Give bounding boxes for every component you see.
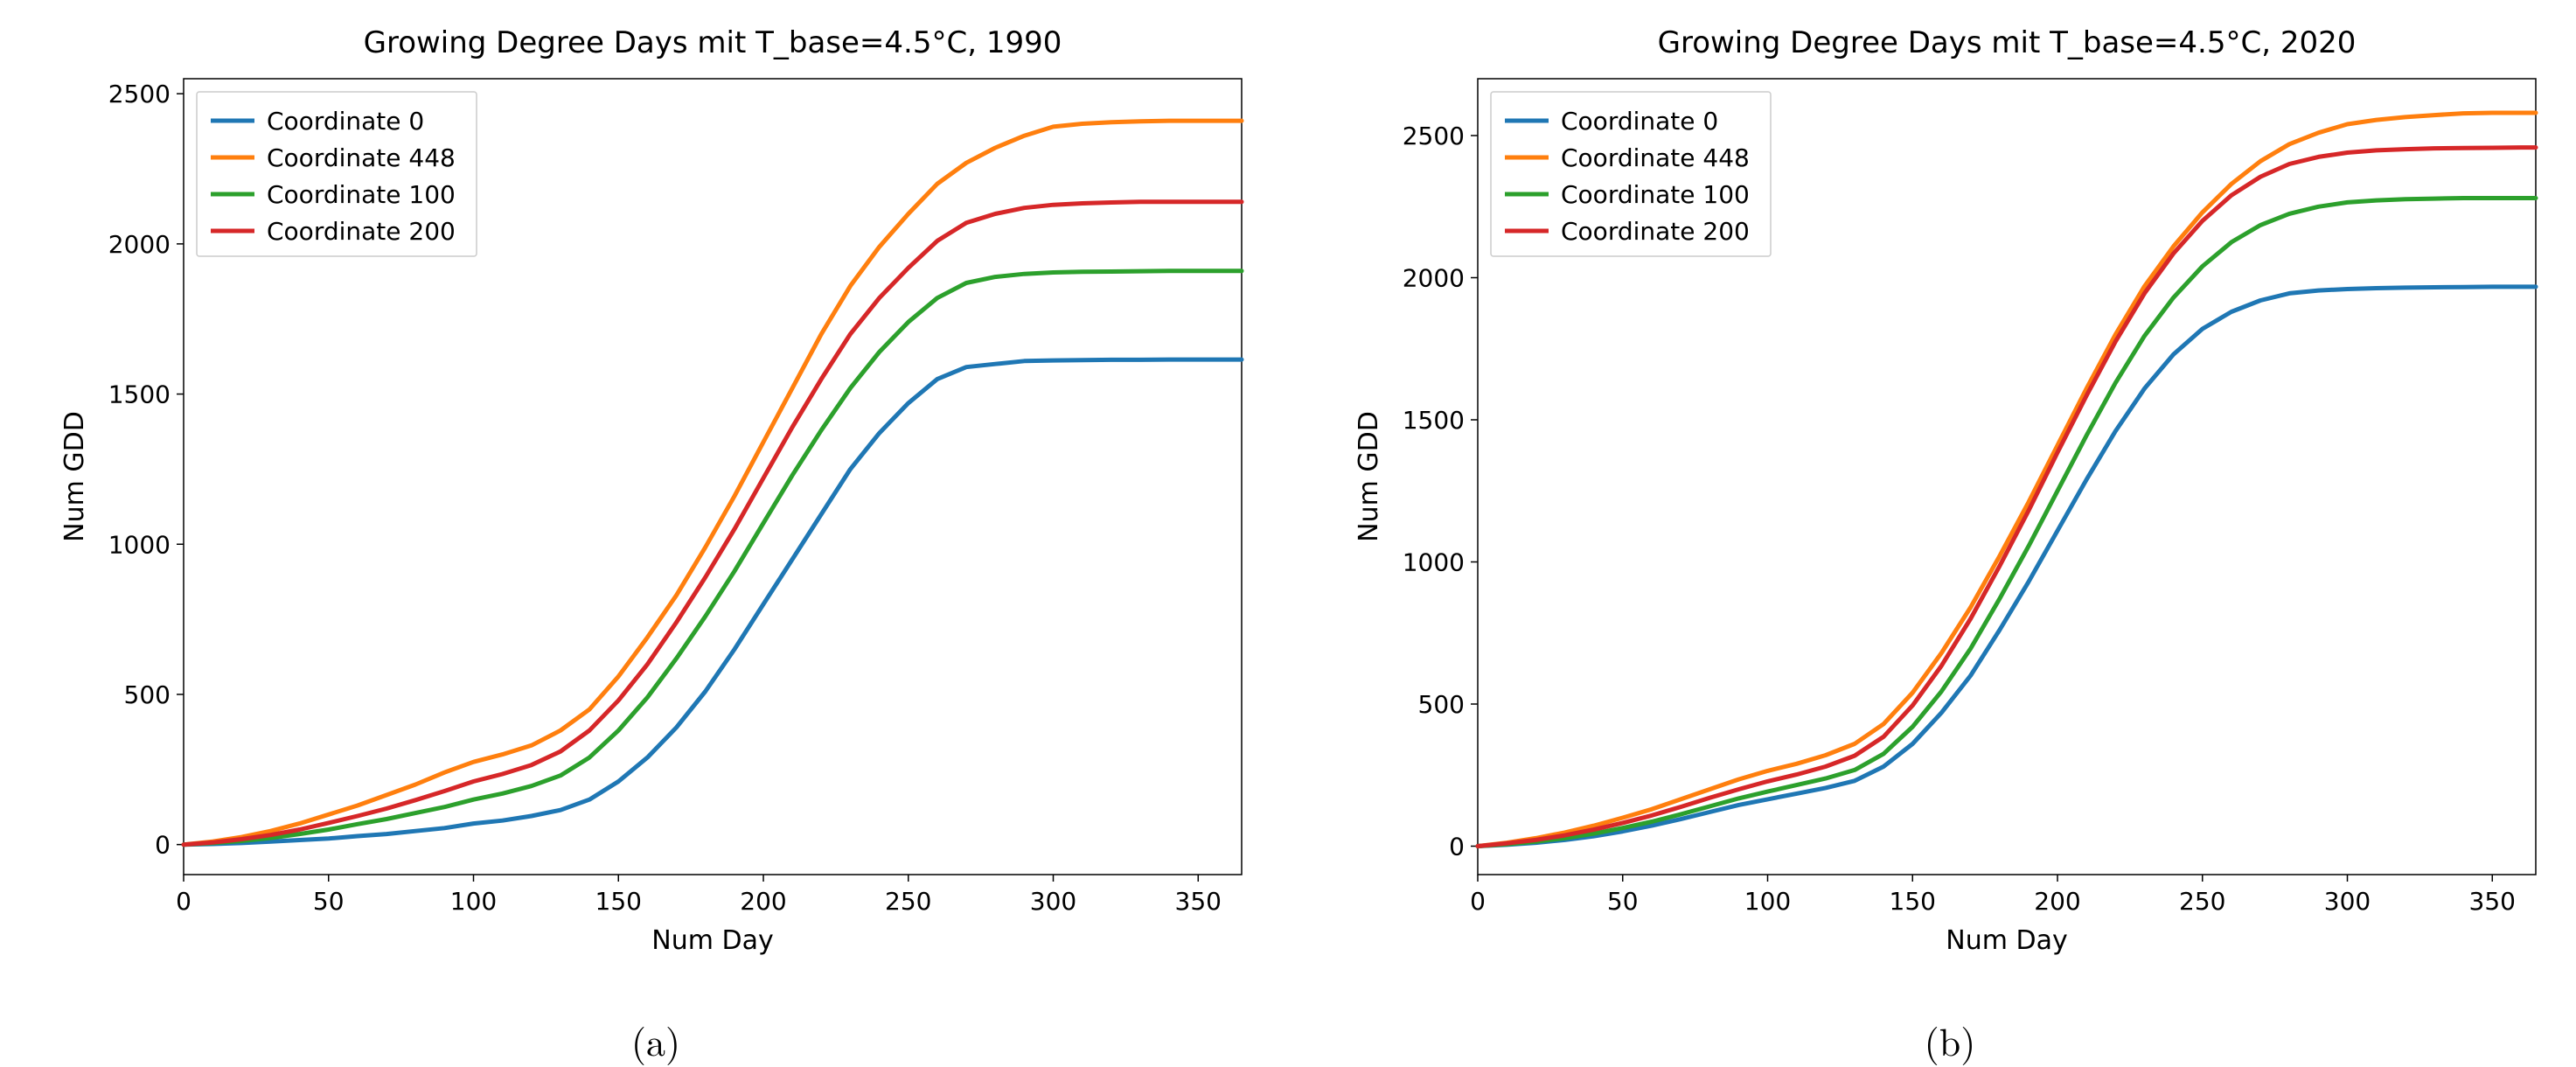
y-axis-label: Num GDD	[59, 411, 90, 542]
series-coord100	[184, 271, 1242, 845]
legend-label: Coordinate 448	[267, 143, 456, 172]
x-tick-label: 250	[885, 887, 931, 916]
x-tick-label: 350	[1175, 887, 1222, 916]
chart-svg-a: 0 50 100 150 200 250 300 350 0 500 1000 1500 2000 250…	[35, 17, 1277, 980]
chart-panel-a: 0 50 100 150 200 250 300 350 0 500 1000 1500 2000 250…	[35, 17, 1277, 980]
chart-title: Growing Degree Days mit T_base=4.5°C, 19…	[364, 25, 1062, 60]
x-tick-label: 0	[1470, 887, 1486, 916]
legend-label: Coordinate 200	[1561, 217, 1750, 246]
legend-label: Coordinate 0	[1561, 107, 1718, 136]
y-tick-label: 1500	[1403, 406, 1465, 435]
x-axis-label: Num Day	[1946, 925, 2067, 956]
legend-label: Coordinate 0	[267, 107, 424, 136]
y-tick-label: 0	[1449, 833, 1465, 861]
chart-title: Growing Degree Days mit T_base=4.5°C, 20…	[1658, 25, 2357, 60]
y-tick-label: 1500	[108, 380, 171, 409]
y-tick-label: 2000	[1403, 264, 1465, 293]
x-tick-label: 150	[1890, 887, 1936, 916]
x-tick-label: 250	[2179, 887, 2225, 916]
x-tick-label: 150	[595, 887, 642, 916]
x-tick-label: 100	[1744, 887, 1791, 916]
y-tick-label: 500	[1418, 690, 1465, 719]
series-coord200	[184, 202, 1242, 845]
subcaption-b: (b)	[1329, 1012, 2571, 1067]
series-coord0	[1478, 287, 2536, 847]
chart-svg-b: 0 50 100 150 200 250 300 350 0 500 1000 1500 2000 250…	[1329, 17, 2571, 980]
x-tick-label: 50	[1607, 887, 1639, 916]
legend-label: Coordinate 100	[1561, 180, 1750, 209]
x-tick-label: 200	[2034, 887, 2080, 916]
y-tick-label: 0	[155, 831, 171, 860]
y-tick-label: 2500	[108, 80, 171, 108]
x-tick-label: 200	[740, 887, 786, 916]
y-axis-label: Num GDD	[1354, 411, 1384, 542]
x-axis-label: Num Day	[651, 925, 773, 956]
x-tick-label: 350	[2469, 887, 2516, 916]
y-tick-label: 2500	[1403, 122, 1465, 150]
y-tick-label: 500	[124, 680, 171, 709]
x-tick-label: 300	[2324, 887, 2371, 916]
series-coord100	[1478, 199, 2536, 847]
chart-panel-b: 0 50 100 150 200 250 300 350 0 500 1000 1500 2000 250…	[1329, 17, 2571, 980]
legend-label: Coordinate 200	[267, 217, 456, 246]
y-tick-label: 2000	[108, 230, 171, 259]
x-tick-label: 300	[1030, 887, 1076, 916]
x-tick-label: 100	[450, 887, 497, 916]
x-tick-label: 50	[313, 887, 345, 916]
y-tick-label: 1000	[1403, 548, 1465, 577]
figure: 0501001502002503003500500100015002000250…	[0, 0, 2576, 1067]
y-tick-label: 1000	[108, 530, 171, 559]
x-tick-label: 0	[176, 887, 191, 916]
subcaption-a: (a)	[35, 1012, 1277, 1067]
legend-label: Coordinate 448	[1561, 143, 1750, 172]
legend-label: Coordinate 100	[267, 180, 456, 209]
